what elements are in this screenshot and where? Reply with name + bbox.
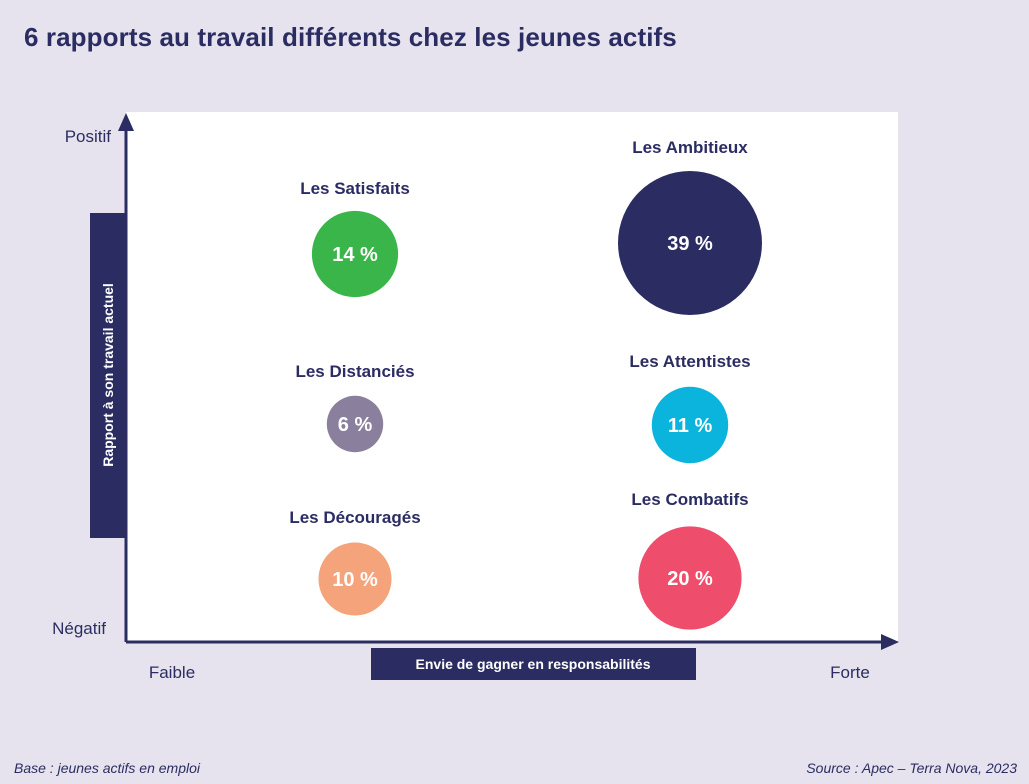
bubble-label-les-distancies: Les Distanciés <box>295 362 414 381</box>
bubble-value-les-distancies: 6 % <box>338 414 373 436</box>
chart-title: 6 rapports au travail différents chez le… <box>24 22 677 52</box>
bubble-les-attentistes <box>651 386 729 464</box>
y-tick-positif: Positif <box>65 127 112 146</box>
bubble-label-les-satisfaits: Les Satisfaits <box>300 179 410 198</box>
bubble-les-distancies <box>326 395 384 453</box>
y-axis-label: Rapport à son travail actuel <box>100 283 116 467</box>
x-axis-label-box <box>371 648 696 680</box>
x-axis-arrow <box>881 634 899 650</box>
y-axis-label-box <box>90 213 125 538</box>
bubble-value-les-ambitieux: 39 % <box>667 233 713 255</box>
bubble-label-les-ambitieux: Les Ambitieux <box>632 138 748 157</box>
bubble-les-satisfaits <box>311 210 399 298</box>
x-axis-label: Envie de gagner en responsabilités <box>416 656 651 672</box>
footer-base: Base : jeunes actifs en emploi <box>14 760 200 776</box>
bubble-label-les-attentistes: Les Attentistes <box>629 352 750 371</box>
y-axis-arrow <box>118 113 134 131</box>
bubble-les-combatifs <box>638 526 742 630</box>
bubble-label-les-decourages: Les Découragés <box>289 508 420 527</box>
bubble-label-les-combatifs: Les Combatifs <box>631 490 748 509</box>
footer-source: Source : Apec – Terra Nova, 2023 <box>806 760 1017 776</box>
bubbles-group: 14 % Les Satisfaits 39 % Les Ambitieux 6 % Le… <box>289 138 762 630</box>
bubble-value-les-combatifs: 20 % <box>667 568 713 590</box>
bubble-les-ambitieux <box>618 171 762 315</box>
plot-area <box>126 112 898 642</box>
bubble-les-decourages <box>318 542 392 616</box>
y-tick-negatif: Négatif <box>52 619 106 638</box>
x-tick-faible: Faible <box>149 663 195 682</box>
bubble-value-les-decourages: 10 % <box>332 569 378 591</box>
bubble-value-les-satisfaits: 14 % <box>332 244 378 266</box>
bubble-value-les-attentistes: 11 % <box>668 415 713 437</box>
x-tick-forte: Forte <box>830 663 870 682</box>
